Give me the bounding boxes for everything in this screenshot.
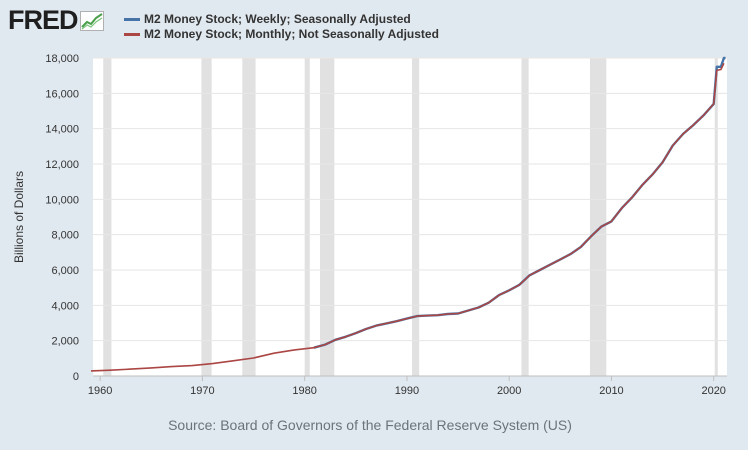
legend-label-weekly: M2 Money Stock; Weekly; Seasonally Adjus… [144, 12, 411, 26]
x-tick-label-1990: 1990 [395, 385, 419, 397]
y-tick-label-6000: 6,000 [51, 265, 79, 277]
recession-band-5 [412, 58, 420, 376]
y-axis-ticks: 0 2,000 4,000 6,000 8,000 10,000 12,000 14,000 1… [45, 53, 79, 383]
series-lines [90, 56, 726, 372]
logo-text: FRED [8, 5, 78, 35]
x-tick-label-1960: 1960 [88, 385, 112, 397]
recession-band-3 [304, 58, 310, 376]
y-tick-label-18000: 18,000 [45, 53, 79, 65]
recession-band-6 [521, 58, 529, 376]
x-tick-label-1980: 1980 [292, 385, 316, 397]
y-axis-title: Billions of Dollars [12, 171, 26, 263]
source-note: Source: Board of Governors of the Federa… [168, 417, 572, 433]
legend-entry-weekly[interactable]: M2 Money Stock; Weekly; Seasonally Adjus… [124, 12, 439, 27]
y-tick-label-0: 0 [73, 371, 79, 383]
x-tick-label-2020: 2020 [701, 385, 725, 397]
y-tick-label-12000: 12,000 [45, 159, 79, 171]
x-tick-label-1970: 1970 [190, 385, 214, 397]
y-tick-label-16000: 16,000 [45, 88, 79, 100]
recession-band-0 [103, 58, 112, 376]
grid-lines [93, 57, 727, 377]
line-chart: 0 2,000 4,000 6,000 8,000 10,000 12,000 14,000 1… [12, 53, 727, 397]
series-line-monthly [90, 62, 725, 372]
y-tick-label-10000: 10,000 [45, 194, 79, 206]
y-tick-label-8000: 8,000 [51, 230, 79, 242]
recession-band-4 [320, 58, 335, 376]
recession-band-7 [589, 58, 607, 376]
trend-line-icon [79, 10, 104, 31]
plot-area [93, 58, 727, 376]
x-tick-label-2000: 2000 [497, 385, 521, 397]
y-tick-label-2000: 2,000 [51, 336, 79, 348]
legend-swatch-weekly [124, 18, 140, 21]
legend-swatch-monthly [124, 33, 140, 36]
x-tick-label-2010: 2010 [599, 385, 623, 397]
fred-logo[interactable]: FRED [8, 5, 104, 36]
recession-bands [103, 58, 718, 376]
chart-legend: M2 Money Stock; Weekly; Seasonally Adjus… [124, 12, 439, 42]
legend-entry-monthly[interactable]: M2 Money Stock; Monthly; Not Seasonally … [124, 27, 439, 42]
legend-label-monthly: M2 Money Stock; Monthly; Not Seasonally … [144, 27, 439, 41]
y-tick-label-4000: 4,000 [51, 300, 79, 312]
recession-band-8 [714, 58, 718, 376]
x-axis-ticks: 1960 1970 1980 1990 2000 2010 2020 [88, 376, 726, 397]
recession-band-2 [242, 58, 256, 376]
y-tick-label-14000: 14,000 [45, 124, 79, 136]
recession-band-1 [201, 58, 212, 376]
